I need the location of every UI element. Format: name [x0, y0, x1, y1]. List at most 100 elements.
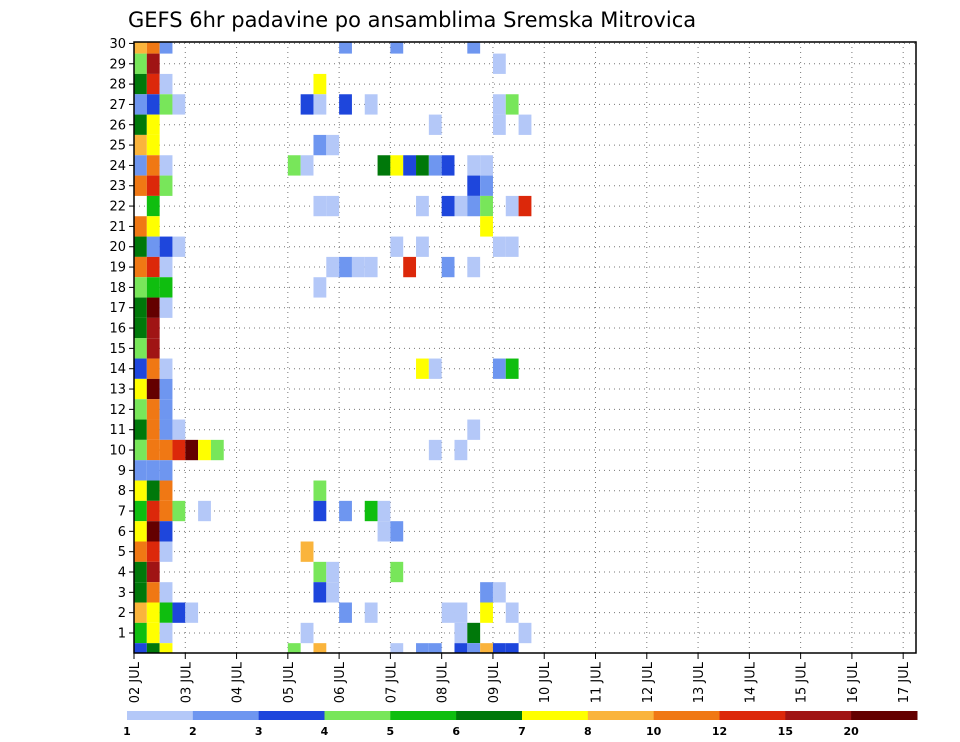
heatmap-cell	[146, 256, 160, 278]
heatmap-cell	[185, 439, 199, 461]
heatmap-cell	[134, 500, 147, 522]
legend-swatch	[653, 711, 720, 720]
heatmap-cell	[159, 521, 173, 542]
heatmap-cell	[390, 155, 404, 176]
legend-label: 5	[387, 725, 395, 738]
heatmap-cell	[454, 439, 468, 461]
heatmap-cell	[364, 500, 378, 522]
heatmap-cell	[518, 195, 532, 217]
y-tick-label: 21	[109, 220, 126, 235]
x-tick-label: 17 JUL	[897, 661, 912, 703]
heatmap-cell	[146, 338, 160, 359]
y-tick-label: 1	[118, 627, 126, 642]
y-tick-label: 12	[109, 403, 126, 418]
heatmap-cell	[467, 42, 481, 54]
heatmap-cell	[146, 53, 160, 74]
heatmap-cell	[146, 317, 160, 339]
y-tick-label: 16	[109, 322, 126, 337]
heatmap-cell	[364, 94, 378, 115]
heatmap-cell	[313, 500, 327, 522]
heatmap-cell	[146, 439, 160, 461]
heatmap-cell	[377, 500, 391, 522]
heatmap-cell	[492, 582, 506, 603]
heatmap-cell	[441, 195, 455, 217]
heatmap-cell	[492, 94, 506, 115]
legend-label: 1	[123, 725, 131, 738]
y-tick-label: 23	[109, 179, 126, 194]
y-tick-label: 26	[109, 118, 126, 133]
x-tick-label: 12 JUL	[641, 661, 656, 703]
heatmap-cell	[146, 236, 160, 257]
heatmap-cell	[339, 500, 352, 522]
heatmap-cell	[146, 94, 160, 115]
heatmap-cell	[172, 500, 186, 522]
heatmap-cell	[364, 602, 378, 623]
heatmap-cell	[300, 541, 314, 562]
heatmap-cell	[428, 155, 442, 176]
y-tick-label: 2	[118, 606, 126, 621]
legend-label: 20	[844, 725, 860, 738]
y-tick-label: 15	[109, 342, 126, 357]
heatmap-cell	[467, 195, 481, 217]
y-tick-label: 9	[118, 464, 126, 479]
heatmap-cell	[159, 378, 173, 400]
heatmap-cell	[134, 602, 147, 623]
heatmap-cell	[390, 236, 404, 257]
heatmap-cell	[159, 582, 173, 603]
legend-swatch	[258, 711, 325, 720]
heatmap-cell	[339, 256, 352, 278]
y-tick-label: 27	[109, 98, 126, 113]
y-tick-label: 13	[109, 383, 126, 398]
y-tick-label: 4	[118, 566, 126, 581]
heatmap-cell	[134, 399, 147, 420]
heatmap-cell	[134, 94, 147, 115]
heatmap-cell	[146, 114, 160, 135]
heatmap-cell	[339, 42, 352, 54]
heatmap-cell	[480, 582, 493, 603]
y-tick-label: 14	[109, 362, 126, 377]
heatmap-cell	[313, 134, 327, 156]
heatmap-cell	[146, 358, 160, 379]
heatmap-cell	[390, 561, 404, 583]
heatmap-cell	[146, 399, 160, 420]
heatmap-cell	[159, 256, 173, 278]
heatmap-cell	[134, 338, 147, 359]
x-tick-label: 02 JUL	[128, 661, 143, 703]
heatmap-cell	[326, 195, 340, 217]
heatmap-cell	[416, 358, 429, 379]
heatmap-cell	[339, 602, 352, 623]
y-tick-label: 22	[109, 200, 126, 215]
heatmap-cell	[134, 73, 147, 95]
heatmap-cell	[134, 42, 147, 54]
heatmap-cell	[159, 643, 173, 653]
heatmap-cell	[146, 155, 160, 176]
heatmap-cell	[159, 460, 173, 481]
heatmap-cell	[326, 582, 340, 603]
y-tick-label: 19	[109, 261, 126, 276]
legend-label: 4	[321, 725, 329, 738]
heatmap-cell	[480, 602, 493, 623]
heatmap-cell	[467, 622, 481, 644]
heatmap-cell	[134, 561, 147, 583]
y-tick-label: 25	[109, 139, 126, 154]
heatmap-cell	[134, 419, 147, 440]
heatmap-cell	[146, 419, 160, 440]
x-tick-label: 04 JUL	[231, 661, 246, 703]
heatmap-cell	[300, 94, 314, 115]
heatmap-cell	[287, 643, 301, 653]
heatmap-cell	[134, 114, 147, 135]
heatmap-cell	[146, 297, 160, 318]
legend-label: 15	[778, 725, 793, 738]
heatmap-cell	[351, 256, 365, 278]
heatmap-cell	[134, 541, 147, 562]
heatmap-cell	[146, 134, 160, 156]
legend-label: 10	[646, 725, 662, 738]
heatmap-cell	[159, 500, 173, 522]
y-tick-label: 30	[109, 37, 126, 52]
y-axis: 1234567891011121314151617181920212223242…	[109, 37, 134, 642]
heatmap-cell	[146, 277, 160, 298]
heatmap-cell	[134, 643, 147, 653]
heatmap-cell	[326, 256, 340, 278]
x-tick-label: 15 JUL	[795, 661, 810, 703]
heatmap-cell	[441, 155, 455, 176]
